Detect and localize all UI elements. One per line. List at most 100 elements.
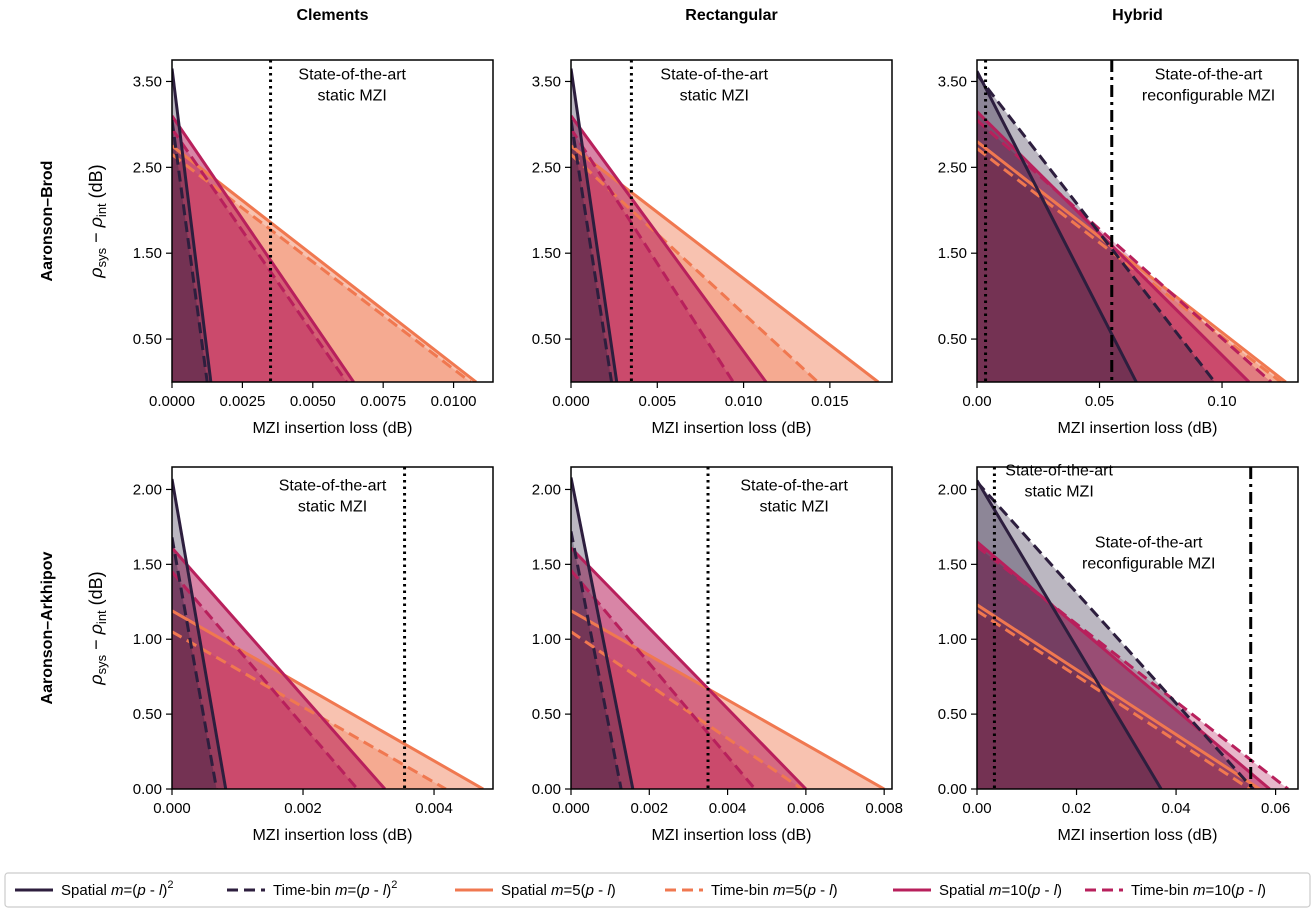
y-tick-label: 2.50 — [133, 159, 162, 176]
x-axis-label: MZI insertion loss (dB) — [651, 420, 811, 437]
y-tick-label: 1.00 — [133, 631, 162, 648]
series-line-2 — [977, 140, 1287, 382]
x-tick-label: 0.0000 — [149, 393, 195, 410]
column-title: Clements — [296, 7, 368, 24]
x-tick-label: 0.10 — [1207, 393, 1236, 410]
series-line-1 — [172, 119, 209, 382]
x-tick-label: 0.00 — [962, 800, 991, 817]
x-axis-label: MZI insertion loss (dB) — [651, 827, 811, 844]
x-axis-label: MZI insertion loss (dB) — [252, 827, 412, 844]
y-tick-label: 2.00 — [532, 481, 561, 498]
series-line-1 — [571, 531, 623, 789]
legend-label: Time-bin m=(p - l)2 — [273, 879, 397, 899]
plot-frame — [171, 59, 494, 383]
x-axis-label: MZI insertion loss (dB) — [1057, 420, 1217, 437]
x-tick-label: 0.0050 — [290, 393, 336, 410]
row-title: Aaronson–Arkhipov — [39, 551, 56, 704]
panel-1-2: State-of-the-art static MZI State-of-the-a… — [938, 462, 1299, 844]
y-tick-label: 1.50 — [938, 556, 967, 573]
series-line-1 — [977, 480, 1255, 789]
reference-annotation: State-of-the-art static MZI — [740, 477, 848, 515]
reference-annotation: State-of-the-art reconfigurable MZI — [1142, 66, 1275, 104]
series-line-5 — [977, 545, 1289, 789]
series-line-2 — [172, 144, 478, 382]
series-line-1 — [977, 73, 1216, 382]
series-line-0 — [571, 68, 619, 382]
reference-annotation: State-of-the-art reconfigurable MZI — [1082, 534, 1215, 572]
y-tick-label: 0.50 — [133, 706, 162, 723]
series-line-1 — [172, 537, 219, 789]
x-tick-label: 0.008 — [865, 800, 903, 817]
series-line-4 — [172, 114, 355, 382]
y-axis-label: ρsys − ρint (dB) — [86, 164, 109, 278]
plot-frame — [570, 59, 893, 383]
legend-label: Spatial m=5(p - l) — [501, 882, 616, 899]
series-line-2 — [172, 609, 484, 789]
x-axis-label: MZI insertion loss (dB) — [252, 420, 412, 437]
legend-box — [4, 872, 1311, 908]
x-tick-label: 0.010 — [725, 393, 763, 410]
x-tick-label: 0.0100 — [431, 393, 477, 410]
y-tick-label: 1.00 — [532, 631, 561, 648]
x-tick-label: 0.015 — [811, 393, 849, 410]
panels: State-of-the-art static MZI 0.0000 0.0025 0.… — [133, 59, 1299, 844]
y-tick-label: 0.00 — [133, 781, 162, 798]
x-tick-label: 0.004 — [415, 800, 453, 817]
y-axis-label: ρsys − ρint (dB) — [86, 571, 109, 685]
plot-frame — [976, 59, 1299, 383]
series-line-0 — [977, 479, 1163, 789]
panel-1-1: State-of-the-art static MZI 0.000 0.002 0.00… — [532, 466, 903, 844]
y-tick-label: 2.00 — [133, 481, 162, 498]
y-tick-label: 1.50 — [133, 245, 162, 262]
y-tick-label: 1.50 — [133, 556, 162, 573]
x-tick-label: 0.006 — [787, 800, 825, 817]
series-line-5 — [172, 127, 348, 382]
x-tick-label: 0.000 — [153, 800, 191, 817]
series-line-4 — [571, 546, 807, 789]
y-tick-label: 0.00 — [532, 781, 561, 798]
legend-label: Time-bin m=5(p - l) — [711, 882, 838, 899]
y-tick-label: 0.50 — [938, 331, 967, 348]
series-line-0 — [571, 477, 635, 789]
x-tick-label: 0.0075 — [360, 393, 406, 410]
x-tick-label: 0.002 — [631, 800, 669, 817]
y-tick-label: 0.00 — [938, 781, 967, 798]
row-titles: Aaronson–Brod Aaronson–Arkhipov ρsys − ρin… — [39, 161, 109, 705]
plot-frame — [570, 466, 893, 790]
x-tick-label: 0.002 — [284, 800, 322, 817]
x-tick-label: 0.05 — [1085, 393, 1114, 410]
x-tick-label: 0.02 — [1062, 800, 1091, 817]
panel-0-0: State-of-the-art static MZI 0.0000 0.0025 0.… — [133, 59, 494, 437]
x-tick-label: 0.06 — [1261, 800, 1290, 817]
legend-label: Spatial m=10(p - l) — [939, 882, 1062, 899]
y-tick-label: 3.50 — [938, 73, 967, 90]
reference-annotation: State-of-the-art static MZI — [298, 66, 406, 104]
x-tick-label: 0.0025 — [219, 393, 265, 410]
y-tick-label: 2.50 — [938, 159, 967, 176]
y-tick-label: 0.50 — [532, 331, 561, 348]
y-tick-label: 3.50 — [133, 73, 162, 90]
y-tick-label: 0.50 — [532, 706, 561, 723]
x-axis-label: MZI insertion loss (dB) — [1057, 827, 1217, 844]
series-line-5 — [977, 118, 1273, 382]
series-line-3 — [571, 630, 803, 789]
x-tick-label: 0.005 — [639, 393, 677, 410]
x-tick-label: 0.00 — [962, 393, 991, 410]
x-tick-label: 0.04 — [1161, 800, 1190, 817]
plot-frame — [976, 466, 1299, 790]
series-area-1 — [172, 120, 208, 382]
series-line-0 — [977, 70, 1138, 382]
y-tick-label: 0.50 — [938, 706, 967, 723]
series-line-3 — [172, 153, 472, 382]
series-area-1 — [172, 537, 217, 789]
x-tick-label: 0.000 — [552, 800, 590, 817]
panel-0-1: State-of-the-art static MZI 0.000 0.005 0.01… — [532, 59, 893, 437]
reference-annotation: State-of-the-art static MZI — [279, 477, 387, 515]
y-tick-label: 3.50 — [532, 73, 561, 90]
series-line-2 — [571, 609, 885, 789]
series-line-3 — [977, 147, 1282, 382]
column-titles: Clements Rectangular Hybrid — [296, 7, 1162, 24]
y-tick-label: 1.50 — [532, 245, 561, 262]
column-title: Hybrid — [1112, 7, 1163, 24]
